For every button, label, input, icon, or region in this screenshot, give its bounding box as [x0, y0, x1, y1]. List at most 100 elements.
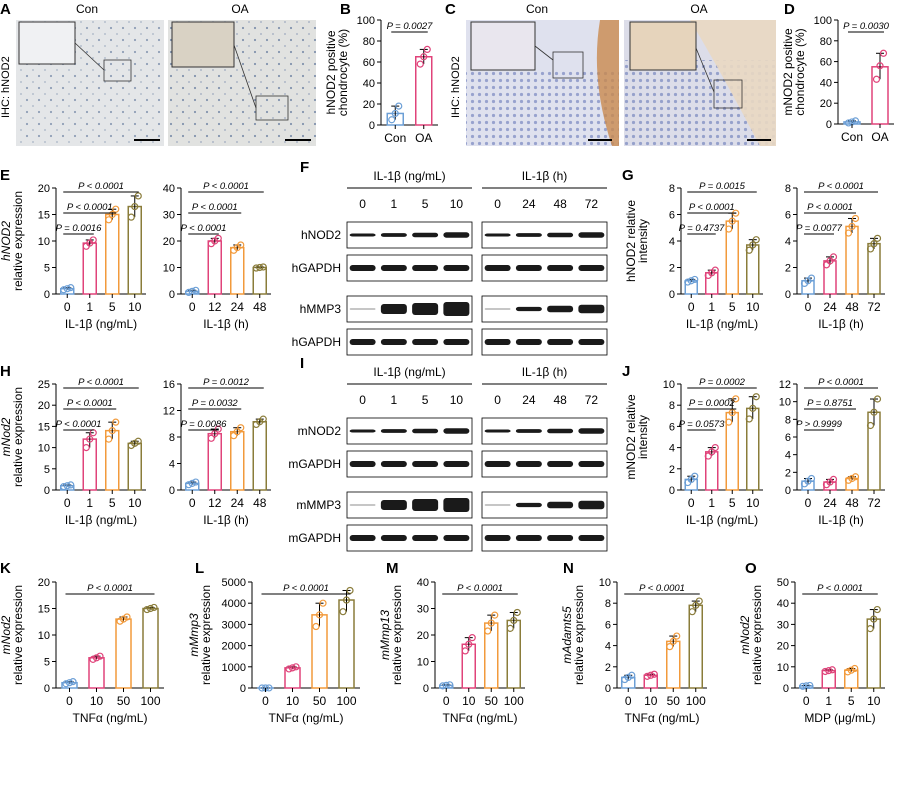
data-point	[870, 240, 878, 248]
data-point	[484, 627, 492, 635]
x-tick-label: 50	[313, 694, 327, 708]
y-tick-label: 8	[605, 598, 611, 610]
blot-band	[578, 461, 605, 467]
p-value-label: P = 0.0030	[843, 21, 890, 32]
x-tick-label: 50	[117, 694, 131, 708]
y-tick-label: 3000	[222, 619, 246, 631]
p-value-label: P < 0.0001	[56, 419, 102, 430]
y-axis-label-gene: mNod2	[0, 417, 13, 456]
y-tick-label: 40	[820, 77, 832, 89]
y-tick-label: 20	[38, 577, 50, 589]
y-tick-label: 100	[814, 15, 832, 27]
bar	[207, 432, 222, 491]
panel-letter: A	[0, 1, 11, 18]
ihc-connector	[233, 44, 257, 109]
ihc-connector	[695, 47, 715, 93]
p-value-label: P < 0.0001	[818, 181, 864, 192]
x-tick-label: 72	[867, 496, 881, 510]
data-point	[259, 263, 267, 271]
data-point	[92, 654, 101, 662]
y-tick-label: 30	[777, 619, 789, 631]
p-value-label: P < 0.0001	[192, 202, 238, 213]
blot-band	[412, 535, 439, 541]
panel-letter: K	[0, 560, 11, 577]
data-point	[312, 622, 320, 631]
ihc-label-oa: OA	[690, 2, 707, 16]
x-tick-label: 1	[825, 694, 832, 708]
data-point	[711, 266, 719, 274]
blot-band	[380, 339, 407, 345]
x-tick-label: 1	[86, 496, 93, 510]
ihc-roi-oa	[713, 79, 743, 109]
bar	[230, 430, 245, 491]
data-point	[821, 667, 829, 676]
data-point	[510, 616, 518, 625]
bar	[725, 411, 739, 491]
ihc-inset-con	[18, 21, 76, 65]
panel-letter: B	[340, 1, 351, 18]
x-tick-label: 0	[64, 300, 71, 314]
y-tick-label: 10	[38, 236, 50, 248]
data-point	[252, 264, 260, 272]
x-tick-label: 100	[686, 694, 706, 708]
bar	[705, 451, 719, 491]
bar	[252, 421, 267, 491]
bar	[746, 407, 760, 491]
x-tick-label: 1	[708, 496, 715, 510]
data-point	[285, 665, 293, 673]
panel-letter: O	[745, 560, 757, 577]
x-tick-label: 48	[845, 300, 859, 314]
x-tick-label: 5	[109, 300, 116, 314]
y-tick-label: 4000	[222, 598, 246, 610]
blot-band	[484, 308, 511, 310]
p-value-label: P < 0.0001	[67, 202, 113, 213]
y-tick-label: 2	[669, 464, 675, 476]
ihc-roi-con	[103, 59, 132, 82]
data-point	[624, 673, 632, 682]
data-point	[669, 637, 677, 645]
data-point	[150, 603, 158, 612]
panel-letter: I	[300, 355, 304, 372]
data-point	[265, 684, 273, 692]
blot-lane-label: 24	[522, 197, 536, 211]
y-tick-label: 0	[369, 120, 375, 132]
data-point	[395, 102, 403, 110]
blot-band	[484, 535, 511, 541]
data-point	[69, 678, 77, 686]
y-axis-label: relative expression	[11, 387, 25, 487]
data-point	[847, 666, 855, 674]
y-axis-label-gene: hNOD2	[0, 221, 13, 261]
y-axis-label-gene: mNod2	[0, 615, 13, 654]
y-tick-label: 4	[669, 236, 675, 248]
p-value-label: P < 0.0001	[283, 583, 329, 594]
blot-row-label: hNOD2	[301, 228, 341, 242]
blot-band	[443, 232, 470, 238]
ihc-connector	[74, 42, 105, 71]
blot-lane-label: 1	[391, 197, 398, 211]
data-point	[691, 472, 699, 480]
data-point	[89, 655, 97, 663]
ihc-label-con: Con	[526, 2, 548, 16]
data-point	[233, 428, 241, 436]
x-tick-label: 10	[286, 694, 300, 708]
data-point	[879, 49, 888, 57]
blot-band	[349, 339, 376, 345]
p-value-label: P > 0.9999	[796, 419, 843, 430]
data-point	[647, 671, 655, 679]
x-tick-label: OA	[415, 131, 432, 145]
data-point	[105, 435, 113, 443]
data-point	[829, 253, 838, 261]
bar	[105, 213, 120, 295]
data-point	[732, 395, 740, 403]
bar	[666, 640, 681, 689]
data-point	[237, 424, 245, 432]
y-tick-label: 25	[38, 379, 50, 391]
data-point	[60, 286, 68, 294]
blot-band	[578, 428, 605, 434]
blot-band	[349, 535, 376, 541]
